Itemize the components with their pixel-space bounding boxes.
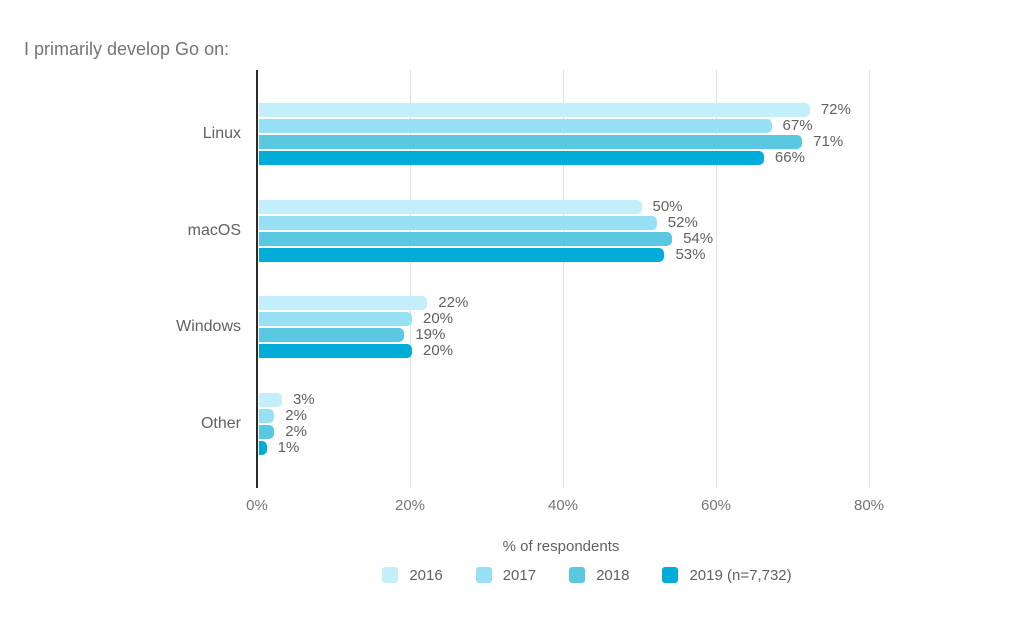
category-label: Linux <box>202 125 241 142</box>
bar-value-label: 71% <box>813 133 844 150</box>
legend-item: 2016 <box>382 566 443 584</box>
bar-other-2018 <box>259 424 275 439</box>
bar-macos-2017 <box>259 215 657 230</box>
bar-value-label: 19% <box>415 326 446 343</box>
bar-value-label: 50% <box>652 197 683 215</box>
bar-linux-2019 <box>259 151 764 165</box>
legend: 2016 2017 2018 2019 (n=7,732) <box>257 565 917 585</box>
x-axis-title: % of respondents <box>502 538 620 555</box>
category-label: Windows <box>176 318 241 335</box>
x-tick-label: 0% <box>246 497 268 514</box>
bar-value-label: 54% <box>683 229 714 247</box>
legend-swatch-icon <box>569 567 586 583</box>
bar-windows-2018 <box>259 328 405 342</box>
x-tick-label: 40% <box>547 497 579 514</box>
legend-item: 2018 <box>569 567 629 584</box>
gridline <box>410 70 411 488</box>
bar-value-label: 52% <box>667 213 698 231</box>
bar-macos-2019 <box>259 247 665 262</box>
bar-value-label: 1% <box>277 438 300 456</box>
bar-linux-2017 <box>259 119 772 133</box>
bar-windows-2019 <box>259 344 412 358</box>
y-axis-line <box>256 70 258 488</box>
gridline <box>869 70 870 488</box>
legend-swatch-icon <box>662 567 679 583</box>
bar-value-label: 53% <box>675 245 706 263</box>
category-label: Other <box>200 414 241 432</box>
bar-linux-2016 <box>259 103 810 117</box>
bar-windows-2016 <box>259 296 428 310</box>
bar-value-label: 22% <box>438 294 469 311</box>
legend-swatch-icon <box>475 567 492 583</box>
gridline <box>716 70 717 488</box>
bar-value-label: 2% <box>285 406 307 424</box>
bar-linux-2018 <box>259 135 803 149</box>
legend-swatch-icon <box>382 567 399 583</box>
bar-value-label: 72% <box>820 101 851 118</box>
legend-item: 2019 (n=7,732) <box>662 566 792 584</box>
x-tick-label: 80% <box>853 497 885 514</box>
bar-other-2017 <box>259 408 275 423</box>
legend-item: 2017 <box>475 566 537 584</box>
bar-value-label: 20% <box>423 342 454 359</box>
bar-value-label: 67% <box>782 117 813 134</box>
legend-label: 2017 <box>502 566 537 584</box>
bar-value-label: 20% <box>423 310 454 327</box>
x-tick-label: 60% <box>700 497 732 514</box>
chart-title: I primarily develop Go on: <box>24 39 230 59</box>
x-tick-label: 20% <box>394 497 426 514</box>
legend-label: 2018 <box>596 566 630 584</box>
bar-value-label: 3% <box>292 390 315 408</box>
bar-other-2016 <box>259 392 282 407</box>
legend-label: 2016 <box>409 566 443 584</box>
bar-value-label: 66% <box>774 149 805 166</box>
bar-other-2019 <box>259 440 267 455</box>
category-label: macOS <box>187 221 241 239</box>
bar-windows-2017 <box>259 312 412 326</box>
bar-macos-2018 <box>259 231 673 246</box>
legend-label: 2019 (n=7,732) <box>689 566 792 584</box>
gridline <box>563 70 564 488</box>
bar-macos-2016 <box>259 199 642 214</box>
bar-value-label: 2% <box>285 422 307 440</box>
